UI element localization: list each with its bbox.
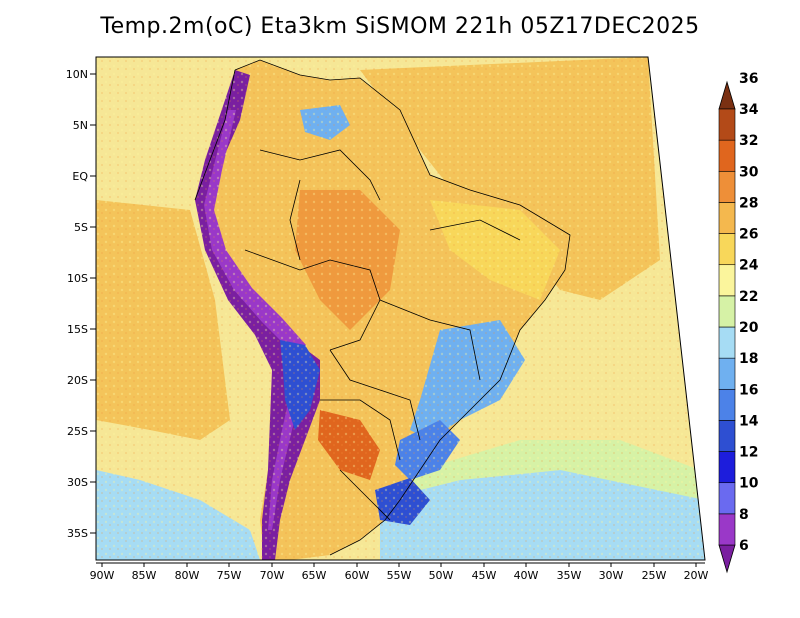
colorbar-label: 20 [739,320,759,336]
lon-tick-label: 25W [642,569,667,582]
colorbar-segment [718,326,736,359]
lat-tick-label: 5S [74,221,88,234]
lat-tick-label: 20S [67,374,88,387]
colorbar-label: 10 [739,476,759,492]
colorbar-label: 18 [739,351,758,367]
colorbar-label: 8 [739,507,749,523]
lon-tick-label: 85W [132,569,157,582]
colorbar-segment [718,451,736,484]
colorbar-label: 32 [739,133,758,149]
colorbar-label: 12 [739,445,758,461]
lon-tick-label: 55W [387,569,412,582]
colorbar-label: 30 [739,164,759,180]
lat-tick-label: 5N [73,119,88,132]
lon-tick-label: 30W [599,569,624,582]
lon-tick-label: 75W [217,569,242,582]
latitude-axis: 10N 5N EQ 5S 10S 15S 20S 25S [66,68,96,540]
colorbar-segment [718,233,736,266]
map-frame [95,56,706,561]
lon-tick-label: 20W [684,569,709,582]
lon-tick-label: 50W [429,569,454,582]
colorbar-min-arrow [718,544,736,574]
lon-tick-label: 70W [260,569,285,582]
lon-tick-label: 90W [90,569,115,582]
colorbar-max-arrow [718,80,736,110]
map-title: Temp.2m(oC) Eta3km SiSMOM 221h 05Z17DEC2… [100,14,700,39]
lon-tick-label: 45W [472,569,497,582]
colorbar-label: 36 [739,71,758,87]
lat-tick-label: 10N [66,68,88,81]
lat-tick-label: 10S [67,272,88,285]
lon-tick-label: 60W [345,569,370,582]
colorbar-segment [718,139,736,172]
colorbar-label: 6 [739,538,749,554]
map-plot-area [96,57,705,560]
colorbar-label: 24 [739,258,759,274]
lon-tick-label: 65W [302,569,327,582]
colorbar-segment [718,388,736,421]
colorbar-label: 14 [739,413,759,429]
colorbar-segment [718,513,736,546]
colorbar-label: 26 [739,227,758,243]
colorbar-segment [718,264,736,297]
colorbar-segment [718,420,736,452]
colorbar-segment [718,108,736,141]
lat-tick-label: 15S [67,323,88,336]
lat-tick-label: 30S [67,476,88,489]
colorbar: 6 8 10 12 14 16 18 20 22 24 26 28 30 32 34 36 [718,71,759,574]
lon-tick-label: 80W [175,569,200,582]
lon-tick-label: 35W [557,569,582,582]
colorbar-segment [718,202,736,234]
colorbar-label: 22 [739,289,758,305]
lat-tick-label: EQ [72,170,88,183]
colorbar-segment [718,357,736,390]
colorbar-label: 34 [739,102,759,118]
lat-tick-label: 35S [67,527,88,540]
colorbar-segment [718,295,736,328]
longitude-axis: 90W 85W 80W 75W 70W 65W 60W 55W 50W 45W … [90,563,709,582]
colorbar-label: 28 [739,195,758,211]
lat-tick-label: 25S [67,425,88,438]
colorbar-label: 16 [739,382,758,398]
colorbar-segment [718,482,736,515]
country-borders [194,59,571,556]
colorbar-segment [718,170,736,203]
lon-tick-label: 40W [514,569,539,582]
